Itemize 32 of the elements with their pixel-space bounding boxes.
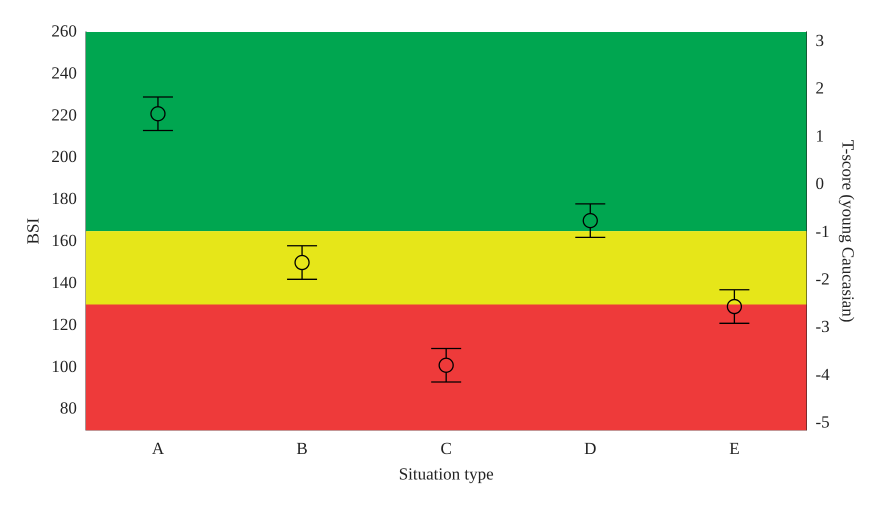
point	[150, 106, 166, 122]
y2-tick-label: -2	[815, 269, 830, 288]
point	[582, 212, 598, 228]
x-tick-label: E	[729, 438, 740, 458]
y-tick-label: 220	[51, 105, 77, 124]
x-axis-title: Situation type	[398, 464, 494, 484]
y2-tick-label: 0	[815, 174, 824, 194]
y2-tick-label: 1	[815, 126, 824, 146]
y-tick-label: 100	[51, 356, 77, 376]
y-tick-label: 160	[51, 231, 77, 250]
y-tick-label: 180	[51, 189, 77, 208]
point	[294, 254, 310, 270]
y-tick-label: 80	[60, 398, 77, 418]
point	[726, 298, 742, 314]
y-tick-label: 200	[51, 147, 77, 166]
y2-axis-title: T-score (young Caucasian)	[838, 140, 858, 322]
y2-tick-label: -4	[815, 364, 830, 384]
y-axis-title: BSI	[24, 218, 43, 244]
point	[438, 358, 454, 373]
y2-tick-label: 3	[815, 31, 824, 50]
x-tick-label: B	[296, 438, 308, 458]
y2-tick-label: -3	[815, 317, 830, 336]
y2-tick-label: -1	[815, 222, 830, 241]
y2-tick-label: 2	[815, 78, 824, 98]
x-tick-label: C	[440, 438, 452, 458]
x-tick-label: A	[152, 438, 165, 458]
y-tick-label: 260	[51, 21, 77, 40]
x-tick-label: D	[584, 438, 596, 458]
y-tick-label: 120	[51, 314, 77, 334]
y-tick-label: 240	[51, 63, 77, 82]
y2-tick-label: -5	[815, 412, 830, 432]
y-tick-label: 140	[51, 272, 77, 292]
